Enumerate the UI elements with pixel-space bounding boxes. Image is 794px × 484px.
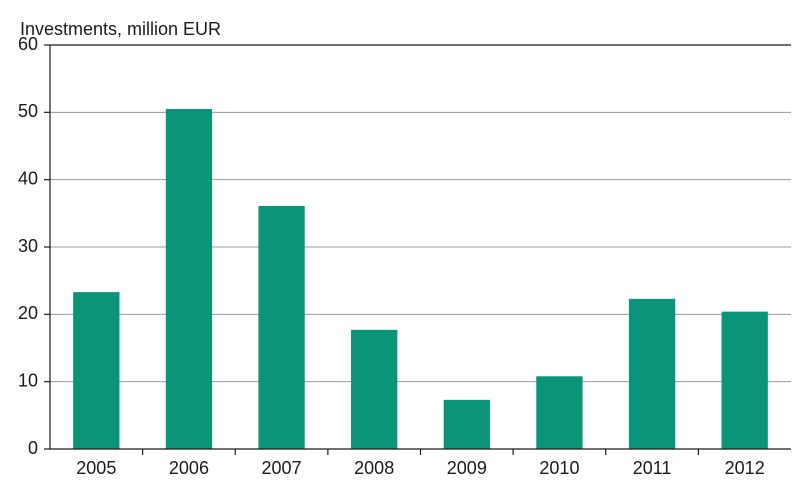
x-tick-label: 2009 (447, 458, 487, 478)
bar (721, 311, 768, 449)
y-tick-label: 30 (18, 236, 38, 256)
bar (628, 298, 676, 449)
x-tick-label: 2006 (169, 458, 209, 478)
bar (351, 329, 398, 449)
x-tick-label: 2007 (262, 458, 302, 478)
bar (258, 205, 305, 449)
x-tick-label: 2010 (539, 458, 579, 478)
bar (165, 108, 213, 449)
x-tick-label: 2005 (76, 458, 116, 478)
bar (443, 399, 490, 449)
bar (73, 292, 120, 449)
y-tick-label: 20 (18, 303, 38, 323)
x-tick-label: 2008 (354, 458, 394, 478)
y-tick-label: 0 (28, 438, 38, 458)
bar (536, 376, 583, 449)
y-tick-label: 40 (18, 168, 38, 188)
y-tick-label: 60 (18, 34, 38, 54)
x-tick-label: 2012 (725, 458, 765, 478)
x-tick-label: 2011 (633, 458, 672, 478)
y-tick-label: 50 (18, 101, 38, 121)
y-tick-label: 10 (18, 370, 38, 390)
y-axis-label: Investments, million EUR (20, 19, 221, 39)
